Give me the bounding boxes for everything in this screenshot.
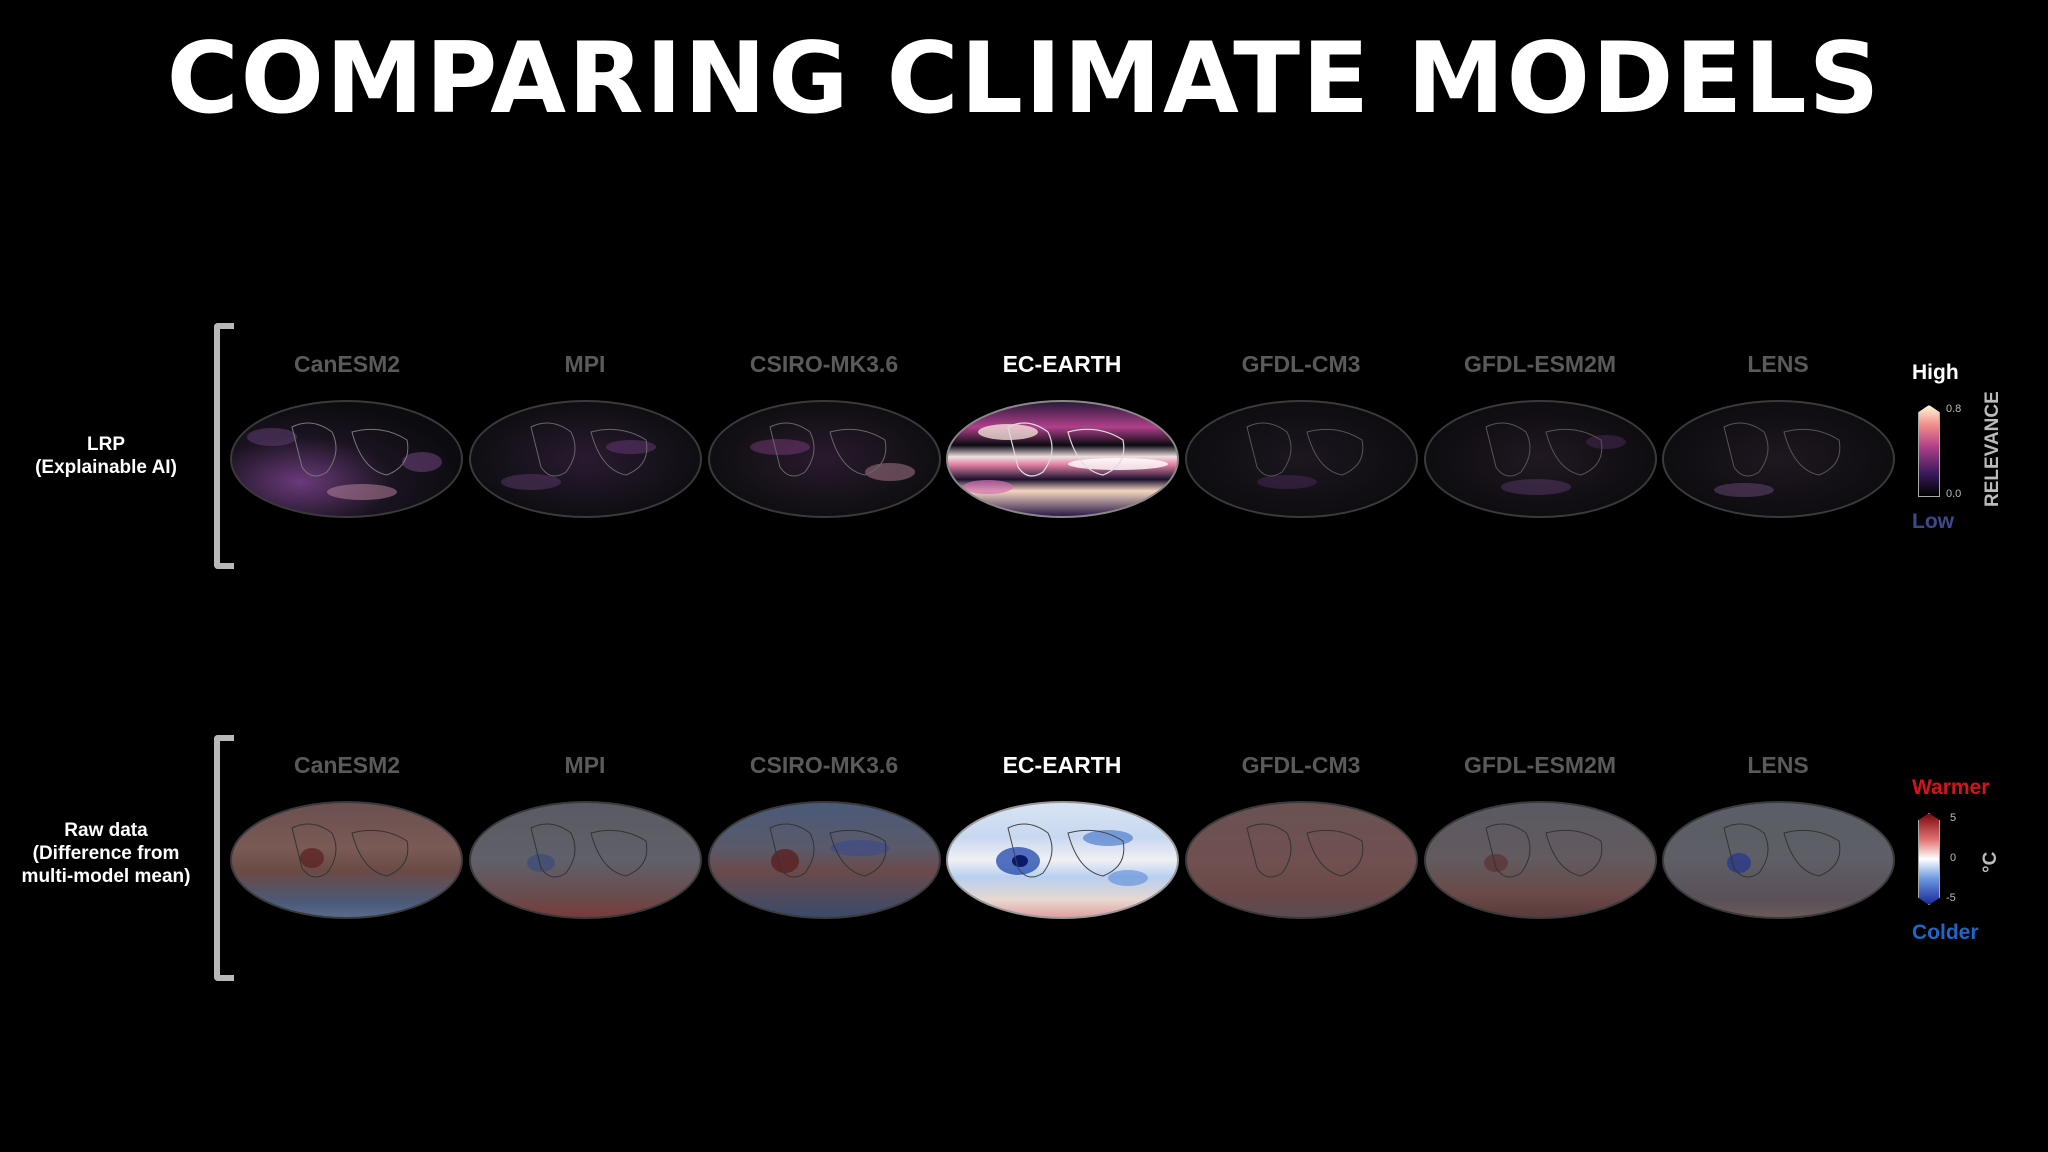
lrp-model-name-mpi: MPI [564,351,606,377]
lrp-model-name-gfdl-cm3: GFDL-CM3 [1241,351,1361,377]
temperature-tick-mid: 0 [1950,852,1957,864]
raw-model-name-gfdl-esm2m: GFDL-ESM2M [1463,752,1617,778]
raw-map-pattern [291,823,409,878]
temperature-tick-min: -5 [1946,892,1956,904]
raw-map-ec-earth [946,801,1179,919]
raw-map-gfdl-esm2m [1424,801,1657,919]
raw-row-label: Raw data (Difference from multi-model me… [0,819,212,888]
lrp-map-pattern [501,422,656,490]
lrp-label-line2: (Explainable AI) [35,457,177,478]
raw-map-pattern [527,823,648,878]
raw-model-name-mpi: MPI [564,752,606,778]
raw-map-gfdl-cm3 [1185,801,1418,919]
relevance-low-label: Low [1912,510,1954,533]
raw-model-name-csiro: CSIRO-MK3.6 [749,752,899,778]
lrp-map-pattern [750,422,915,481]
relevance-axis-title: RELEVANCE [1982,391,2003,507]
lrp-map-pattern [1246,422,1364,489]
temperature-tick-max: 5 [1950,812,1957,824]
raw-model-name-lens: LENS [1747,752,1809,778]
raw-model-name-ec-earth: EC-EARTH [1002,752,1122,778]
relevance-colorbar [1918,405,1940,497]
raw-map-mpi [469,801,702,919]
raw-map-lens [1662,801,1895,919]
temperature-unit-label: °C [1980,851,2001,873]
raw-label-line2: (Difference from [32,843,180,864]
lrp-model-name-ec-earth: EC-EARTH [1002,351,1122,377]
raw-map-pattern [1246,823,1364,878]
lrp-map-mpi [469,400,702,518]
page-title: COMPARING CLIMATE MODELS [166,22,1882,136]
lrp-row-label: LRP (Explainable AI) [0,433,212,479]
raw-map-pattern [1723,823,1841,878]
lrp-map-gfdl-cm3 [1185,400,1418,518]
lrp-map-canesm2 [230,400,463,518]
raw-model-name-gfdl-cm3: GFDL-CM3 [1241,752,1361,778]
lrp-row-bracket [214,323,234,569]
raw-row-bracket [214,735,234,981]
lrp-model-name-gfdl-esm2m: GFDL-ESM2M [1463,351,1617,377]
lrp-map-pattern [1714,422,1841,497]
relevance-tick-max: 0.8 [1946,403,1962,415]
lrp-map-pattern [963,422,1168,494]
lrp-map-lens [1662,400,1895,518]
raw-map-pattern [1484,823,1603,878]
relevance-high-label: High [1912,361,1959,384]
raw-map-pattern [769,823,890,878]
lrp-model-name-lens: LENS [1747,351,1809,377]
lrp-model-name-csiro: CSIRO-MK3.6 [749,351,899,377]
lrp-label-line1: LRP [87,434,125,455]
lrp-map-pattern [247,422,442,500]
raw-map-csiro [708,801,941,919]
lrp-map-gfdl-esm2m [1424,400,1657,518]
lrp-map-ec-earth [946,400,1179,518]
lrp-model-name-canesm2: CanESM2 [293,351,401,377]
relevance-tick-min: 0.0 [1946,488,1962,500]
temperature-colder-label: Colder [1912,921,1979,944]
lrp-map-csiro [708,400,941,518]
raw-map-pattern [996,823,1148,886]
lrp-map-pattern [1485,422,1626,495]
raw-label-line1: Raw data [64,820,148,841]
raw-model-name-canesm2: CanESM2 [293,752,401,778]
raw-map-canesm2 [230,801,463,919]
temperature-colorbar [1918,813,1940,905]
raw-label-line3: multi-model mean) [21,866,191,887]
temperature-warmer-label: Warmer [1912,776,1990,799]
